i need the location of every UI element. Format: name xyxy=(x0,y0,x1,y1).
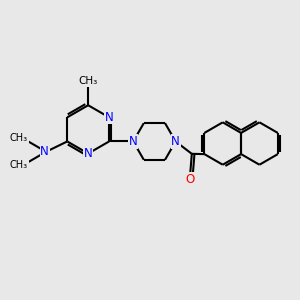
Text: N: N xyxy=(105,111,113,124)
Text: CH₃: CH₃ xyxy=(79,76,98,85)
Text: CH₃: CH₃ xyxy=(10,160,28,170)
Text: N: N xyxy=(40,145,49,158)
Text: CH₃: CH₃ xyxy=(10,133,28,143)
Text: O: O xyxy=(186,173,195,186)
Text: N: N xyxy=(129,135,138,148)
Text: N: N xyxy=(84,147,92,160)
Text: N: N xyxy=(171,135,180,148)
